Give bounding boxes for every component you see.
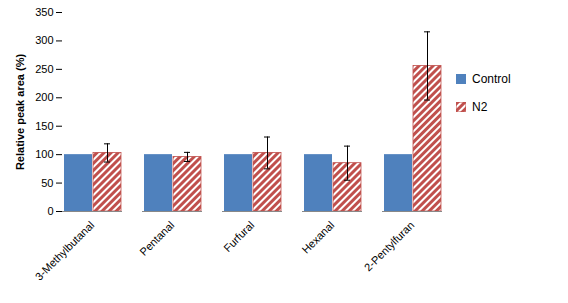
html-text:Control: Control bbox=[472, 72, 511, 86]
svg-text:Furfural: Furfural bbox=[221, 219, 256, 254]
svg-text:2-Pentylfuran: 2-Pentylfuran bbox=[362, 219, 417, 274]
svg-text:200: 200 bbox=[35, 91, 53, 103]
svg-text:Relative peak area (%): Relative peak area (%) bbox=[14, 54, 26, 171]
svg-text:100: 100 bbox=[35, 148, 53, 160]
svg-text:Hexanal: Hexanal bbox=[299, 219, 336, 256]
svg-text:350: 350 bbox=[35, 6, 53, 18]
svg-text:150: 150 bbox=[35, 120, 53, 132]
svg-text:Pentanal: Pentanal bbox=[137, 219, 176, 258]
svg-text:300: 300 bbox=[35, 34, 53, 46]
html-text:N2: N2 bbox=[472, 100, 488, 114]
svg-text:250: 250 bbox=[35, 63, 53, 75]
svg-text:50: 50 bbox=[41, 177, 53, 189]
svg-text:0: 0 bbox=[47, 205, 53, 217]
svg-text:3-Methylbutanal: 3-Methylbutanal bbox=[33, 219, 97, 283]
